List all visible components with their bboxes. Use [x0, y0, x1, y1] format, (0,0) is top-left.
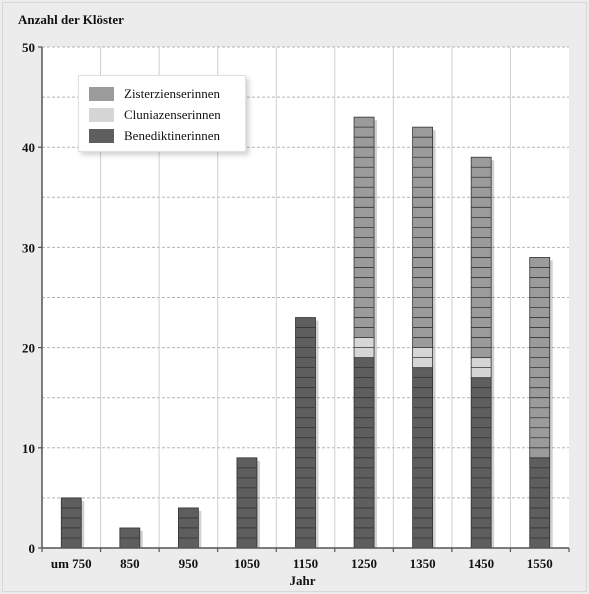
bar-segment: [295, 317, 316, 549]
x-tick-label: 1050: [234, 556, 260, 571]
x-tick-label: 1150: [293, 556, 318, 571]
y-axis-title: Anzahl der Klöster: [18, 12, 124, 27]
bar-stack: [295, 317, 319, 549]
bar-stack: [177, 507, 202, 549]
legend-swatch: [89, 107, 114, 122]
x-tick-label: 1550: [527, 556, 553, 571]
x-axis-title: Jahr: [289, 573, 316, 588]
x-tick-label: 1350: [410, 556, 436, 571]
y-tick-label: 0: [29, 541, 36, 556]
bars-layer: [60, 116, 553, 549]
bar-segment: [529, 457, 551, 549]
legend-swatch: [89, 86, 114, 101]
legend-swatch: [89, 128, 114, 143]
legend-item: Zisterzienserinnen: [89, 83, 245, 104]
x-tick-label: 1250: [351, 556, 377, 571]
legend-label: Zisterzienserinnen: [124, 85, 221, 101]
bar-stack: [412, 126, 436, 549]
bar-stack: [470, 156, 495, 549]
x-tick-label: 1450: [468, 556, 494, 571]
y-tick-label: 30: [22, 240, 35, 255]
x-tick-label: 850: [120, 556, 140, 571]
legend-item: Cluniazenserinnen: [89, 104, 245, 125]
bar-stack: [353, 116, 378, 549]
y-tick-label: 40: [22, 140, 35, 155]
legend-label: Cluniazenserinnen: [124, 106, 221, 122]
bar-stack: [119, 527, 143, 549]
bar-stack: [60, 497, 85, 549]
bar-stack: [529, 257, 553, 549]
legend-label: Benediktinerinnen: [124, 127, 221, 143]
legend-item: Benediktinerinnen: [89, 125, 245, 146]
bar-segment: [353, 357, 375, 549]
y-tick-label: 50: [22, 40, 35, 55]
y-tick-label: 20: [22, 341, 35, 356]
bar-stack: [236, 457, 260, 549]
axes-layer: 0 10 20 30 40 50 um 750 850 950 1050 1150 1250 1350 1…: [22, 40, 570, 571]
bar-segment: [470, 377, 492, 549]
bar-segment: [236, 457, 258, 549]
x-tick-label: um 750: [51, 556, 92, 571]
legend: Zisterzienserinnen Cluniazenserinnen Bened…: [78, 75, 246, 152]
y-tick-label: 10: [22, 441, 35, 456]
bar-segment: [60, 497, 82, 549]
x-tick-label: 950: [179, 556, 199, 571]
